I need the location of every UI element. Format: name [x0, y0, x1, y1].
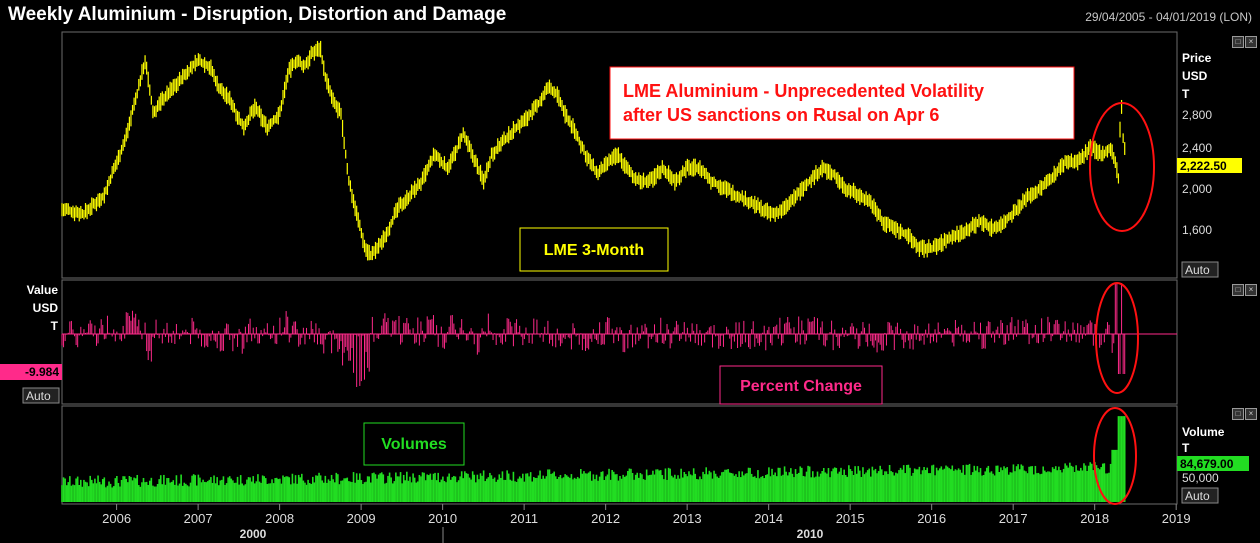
year-tick-label: 2015: [836, 511, 865, 526]
price-tick: 2,000: [1182, 182, 1212, 196]
price-series: [61, 40, 1126, 261]
year-tick-label: 2007: [184, 511, 213, 526]
volume-auto-label: Auto: [1185, 489, 1210, 503]
decade-label-2010: 2010: [797, 527, 824, 541]
price-last-value: 2,222.50: [1180, 159, 1227, 173]
change-highlight-ellipse: [1095, 282, 1139, 394]
price-tick: 1,600: [1182, 223, 1212, 237]
price-last-value-badge: [1177, 158, 1242, 173]
price-auto-button[interactable]: [1181, 261, 1219, 278]
volume-series-label-box: [363, 422, 465, 466]
volume-axis-label-2: T: [1182, 441, 1190, 455]
year-tick-label: 2016: [917, 511, 946, 526]
price-restore-icon[interactable]: □: [1232, 36, 1244, 48]
volume-panel-frame: [61, 405, 1178, 505]
price-axis-label-2: USD: [1182, 69, 1208, 83]
annotation-line-2: after US sanctions on Rusal on Apr 6: [623, 105, 939, 125]
change-auto-label: Auto: [26, 389, 51, 403]
change-last-value: -9.984: [25, 365, 59, 379]
price-series-label-box: [519, 227, 669, 272]
change-panel-frame: [61, 279, 1178, 405]
change-restore-icon[interactable]: □: [1232, 284, 1244, 296]
year-tick-label: 2008: [265, 511, 294, 526]
year-tick-label: 2018: [1080, 511, 1109, 526]
year-tick-label: 2017: [999, 511, 1028, 526]
change-axis-label-1: Value: [27, 283, 59, 297]
volume-series: [61, 416, 1126, 502]
decade-label-2000: 2000: [240, 527, 267, 541]
volume-restore-icon[interactable]: □: [1232, 408, 1244, 420]
change-series-label: Percent Change: [740, 378, 862, 395]
chart-title: Weekly Aluminium - Disruption, Distortio…: [8, 4, 507, 25]
price-tick: 2,400: [1182, 141, 1212, 155]
volume-series-label: Volumes: [381, 436, 447, 453]
year-tick-label: 2012: [591, 511, 620, 526]
volume-tick: 50,000: [1182, 471, 1219, 485]
x-axis-years: 2006 2007 2008 2009 2010 2011 2012 2013 2014 2015…: [102, 504, 1191, 526]
price-highlight-ellipse: [1089, 102, 1155, 232]
change-auto-button[interactable]: [22, 387, 60, 404]
price-close-icon[interactable]: ×: [1245, 36, 1257, 48]
change-close-icon[interactable]: ×: [1245, 284, 1257, 296]
price-auto-label: Auto: [1185, 263, 1210, 277]
volume-last-value: 84,679.00: [1180, 457, 1234, 471]
volume-last-value-badge: [1177, 456, 1249, 471]
price-axis-label-3: T: [1182, 87, 1190, 101]
change-axis-label-3: T: [51, 319, 59, 333]
date-range: 29/04/2005 - 04/01/2019 (LON): [1085, 10, 1252, 24]
year-tick-label: 2013: [673, 511, 702, 526]
price-axis-ticks: 2,800 2,400 2,000 1,600: [1182, 108, 1212, 237]
volume-highlight-ellipse: [1093, 407, 1137, 505]
year-tick-label: 2010: [428, 511, 457, 526]
change-axis-label-2: USD: [33, 301, 59, 315]
percent-change-series: [61, 283, 1126, 387]
annotation-line-1: LME Aluminium - Unprecedented Volatility: [623, 81, 984, 101]
year-tick-label: 2006: [102, 511, 131, 526]
year-tick-label: 2014: [754, 511, 783, 526]
price-series-label: LME 3-Month: [544, 242, 644, 259]
price-panel-frame: [61, 31, 1178, 279]
volume-axis-label-1: Volume: [1182, 425, 1225, 439]
year-tick-label: 2019: [1162, 511, 1191, 526]
year-tick-label: 2009: [347, 511, 376, 526]
change-series-label-box: [719, 365, 883, 405]
year-tick-label: 2011: [510, 511, 538, 526]
volume-auto-button[interactable]: [1181, 487, 1219, 504]
volume-close-icon[interactable]: ×: [1245, 408, 1257, 420]
price-axis-label-1: Price: [1182, 51, 1212, 65]
annotation-box: [609, 66, 1075, 140]
change-last-value-badge: [0, 364, 62, 380]
price-tick: 2,800: [1182, 108, 1212, 122]
